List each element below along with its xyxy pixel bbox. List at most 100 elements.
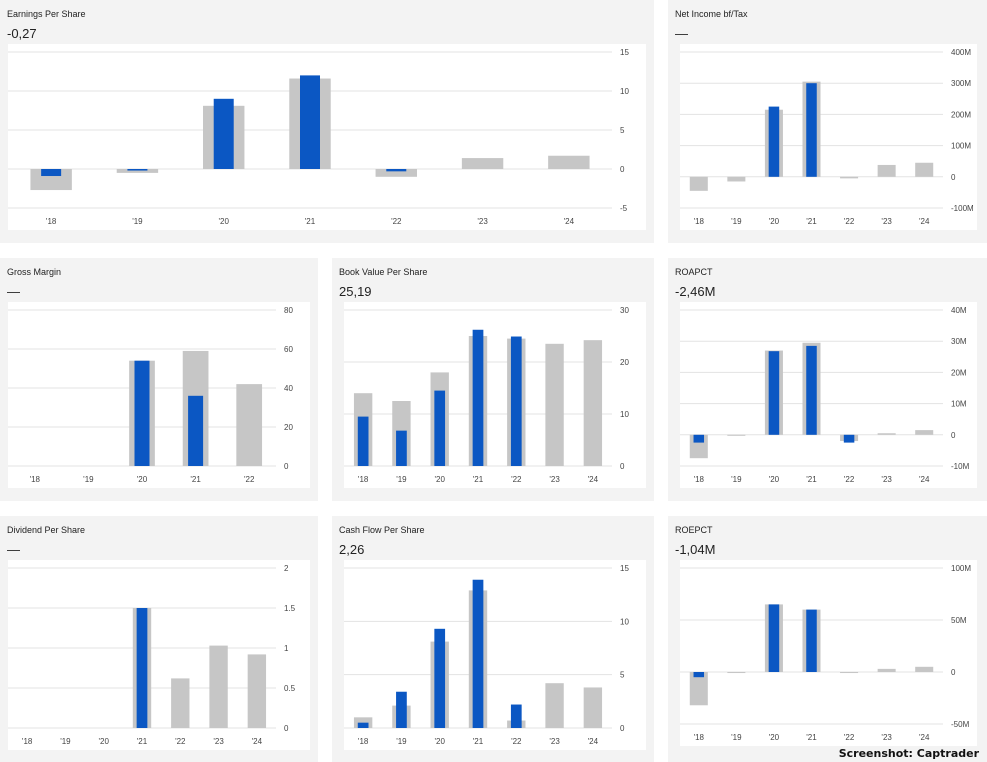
y-tick-label: 10 <box>620 87 629 96</box>
chart-svg: 30 20 10 0 '18 '19 '20 '21 '22 '23 '24 <box>344 306 629 484</box>
bar-actual <box>693 672 705 678</box>
bar-actual <box>768 351 780 435</box>
chart-svg: 15 10 5 0 '18 '19 '20 '21 '22 '23 '24 <box>344 564 629 746</box>
plot-area: 2 1.5 1 0.5 0 '18 '19 '20 '21 '22 '23 '24 <box>8 560 310 750</box>
bar-estimate <box>30 169 72 191</box>
bar-estimate <box>877 668 896 672</box>
chart-panel: ROAPCT -2,46M 40M 30M 20M 10M 0 -10M '18 '19 '20… <box>668 258 987 501</box>
plot-area: 15 10 5 0 -5 '18 '19 '20 '21 '22 '23 '24 <box>8 44 646 230</box>
screenshot-credit: Screenshot: Captrader <box>838 747 979 760</box>
bar-actual <box>386 169 407 172</box>
bar-estimate <box>915 430 934 435</box>
y-tick-label: 15 <box>620 48 629 57</box>
chart-title: Book Value Per Share <box>339 267 428 277</box>
y-tick-label: 2 <box>284 564 289 573</box>
bar-estimate <box>116 169 159 173</box>
y-tick-label: 20 <box>620 358 629 367</box>
chart-svg: 400M 300M 200M 100M 0 -100M '18 '19 '20 '21 '22 '23… <box>680 48 974 226</box>
x-tick-label: '24 <box>919 475 930 484</box>
y-tick-label: 0 <box>620 165 625 174</box>
x-tick-label: '19 <box>731 217 742 226</box>
bar-estimate <box>877 164 896 177</box>
y-tick-label: -5 <box>620 204 628 213</box>
bar-estimate <box>840 176 859 179</box>
chart-headline-value: — <box>7 284 20 299</box>
x-tick-label: '19 <box>396 737 407 746</box>
x-tick-label: '22 <box>175 737 186 746</box>
chart-headline-value: — <box>675 26 688 41</box>
y-tick-label: 80 <box>284 306 293 315</box>
bar-estimate <box>375 169 417 177</box>
y-tick-label: 50M <box>951 616 967 625</box>
bar-estimate <box>353 717 373 728</box>
bar-actual <box>41 169 62 177</box>
chart-panel: Earnings Per Share -0,27 15 10 5 0 -5 '18 '19 '… <box>0 0 654 243</box>
x-tick-label: '22 <box>511 475 522 484</box>
bar-actual <box>806 345 817 435</box>
chart-title: ROAPCT <box>675 267 713 277</box>
chart-title: Cash Flow Per Share <box>339 525 425 535</box>
x-tick-label: '24 <box>919 217 930 226</box>
bar-estimate <box>689 672 708 706</box>
x-tick-label: '24 <box>919 733 930 742</box>
x-tick-label: '21 <box>473 737 484 746</box>
y-tick-label: 0 <box>951 173 956 182</box>
chart-panel: ROEPCT -1,04M 100M 50M 0 -50M '18 '19 '20 '21 '2… <box>668 516 987 762</box>
plot-area: 40M 30M 20M 10M 0 -10M '18 '19 '20 '21 '22 '23 '24 <box>680 302 977 488</box>
bar-estimate <box>236 384 263 466</box>
bar-actual <box>188 395 204 466</box>
chart-headline-value: -1,04M <box>675 542 716 557</box>
y-tick-label: 0 <box>620 724 625 733</box>
chart-headline-value: 2,26 <box>339 542 365 557</box>
x-tick-label: '20 <box>769 733 780 742</box>
bar-actual <box>693 434 705 443</box>
x-tick-label: '21 <box>806 733 817 742</box>
bar-actual <box>472 579 484 728</box>
y-tick-label: 15 <box>620 564 629 573</box>
x-tick-label: '18 <box>694 733 705 742</box>
y-tick-label: 0 <box>951 431 956 440</box>
y-tick-label: 400M <box>951 48 971 57</box>
chart-svg: 80 60 40 20 0 '18 '19 '20 '21 '22 <box>8 306 293 484</box>
x-tick-label: '23 <box>213 737 224 746</box>
plot-area: 15 10 5 0 '18 '19 '20 '21 '22 '23 '24 <box>344 560 646 750</box>
x-tick-label: '22 <box>844 733 855 742</box>
y-tick-label: 100M <box>951 142 971 151</box>
x-tick-label: '20 <box>434 475 445 484</box>
bar-actual <box>434 390 446 466</box>
x-tick-label: '24 <box>588 475 599 484</box>
chart-title: Earnings Per Share <box>7 9 86 19</box>
chart-svg: 2 1.5 1 0.5 0 '18 '19 '20 '21 '22 '23 '24 <box>8 564 296 746</box>
bar-estimate <box>689 176 708 191</box>
y-tick-label: 10 <box>620 617 629 626</box>
bar-estimate <box>247 654 267 728</box>
bar-actual <box>843 434 855 443</box>
x-tick-label: '21 <box>806 217 817 226</box>
x-tick-label: '19 <box>132 217 143 226</box>
x-tick-label: '20 <box>434 737 445 746</box>
x-tick-label: '20 <box>218 217 229 226</box>
bar-actual <box>806 83 817 177</box>
bar-estimate <box>209 645 228 728</box>
chart-panel: Cash Flow Per Share 2,26 15 10 5 0 '18 '19 '20… <box>332 516 654 762</box>
bar-estimate <box>727 176 746 182</box>
x-tick-label: '18 <box>694 475 705 484</box>
x-tick-label: '21 <box>305 217 316 226</box>
bar-actual <box>136 608 148 728</box>
y-tick-label: 60 <box>284 345 293 354</box>
bar-estimate <box>583 687 603 728</box>
x-tick-label: '23 <box>549 475 560 484</box>
chart-headline-value: -0,27 <box>7 26 37 41</box>
bar-actual <box>434 628 446 728</box>
x-tick-label: '20 <box>98 737 109 746</box>
bar-actual <box>357 722 369 728</box>
x-tick-label: '24 <box>252 737 263 746</box>
x-tick-label: '20 <box>769 217 780 226</box>
bar-actual <box>806 609 817 672</box>
x-tick-label: '19 <box>396 475 407 484</box>
bar-actual <box>396 430 407 466</box>
y-tick-label: 20 <box>284 423 293 432</box>
y-tick-label: 0 <box>284 462 289 471</box>
x-tick-label: '19 <box>731 475 742 484</box>
x-tick-label: '18 <box>22 737 33 746</box>
